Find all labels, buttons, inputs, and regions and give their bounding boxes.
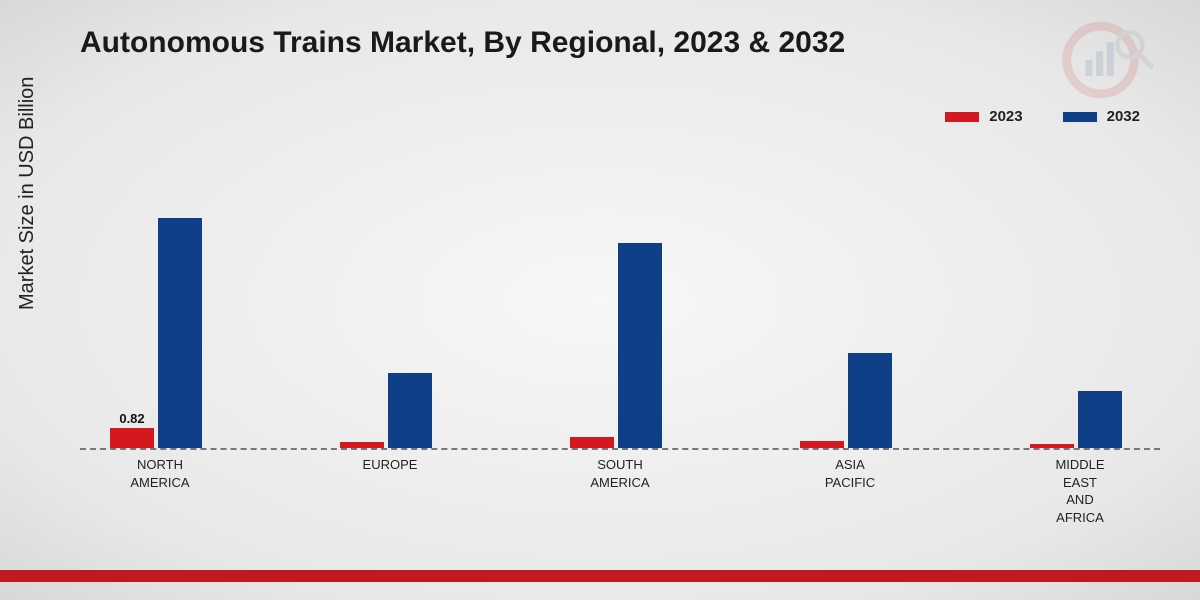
- bar-2023-europe: [340, 442, 384, 448]
- bar-2023-south_america: [570, 437, 614, 448]
- chart-title: Autonomous Trains Market, By Regional, 2…: [80, 26, 845, 60]
- legend-item-2032: 2032: [1063, 108, 1140, 125]
- plot-area: 0.82: [80, 150, 1160, 450]
- bar-2023-north_america: [110, 428, 154, 449]
- bar-2023-mea: [1030, 444, 1074, 448]
- logo-bar-2: [1096, 51, 1103, 76]
- magnifier-handle: [1139, 54, 1151, 66]
- watermark-logo: [1050, 20, 1160, 100]
- logo-bar-1: [1085, 60, 1092, 76]
- legend-label-2032: 2032: [1107, 108, 1140, 125]
- legend-swatch-2023: [945, 112, 979, 122]
- bar-value-label-north_america: 0.82: [102, 411, 162, 426]
- bar-2032-europe: [388, 373, 432, 448]
- bar-2032-south_america: [618, 243, 662, 448]
- bar-2032-asia_pacific: [848, 353, 892, 448]
- x-label-north_america: NORTHAMERICA: [80, 456, 240, 491]
- x-label-south_america: SOUTHAMERICA: [540, 456, 700, 491]
- footer-accent-bar: [0, 570, 1200, 582]
- bar-2032-north_america: [158, 218, 202, 448]
- x-label-asia_pacific: ASIAPACIFIC: [770, 456, 930, 491]
- bar-2032-mea: [1078, 391, 1122, 449]
- legend-swatch-2032: [1063, 112, 1097, 122]
- x-label-mea: MIDDLEEASTANDAFRICA: [1000, 456, 1160, 526]
- baseline: [80, 448, 1160, 450]
- y-axis-label: Market Size in USD Billion: [16, 77, 39, 310]
- legend-item-2023: 2023: [945, 108, 1022, 125]
- bar-2023-asia_pacific: [800, 441, 844, 449]
- legend-label-2023: 2023: [989, 108, 1022, 125]
- x-label-europe: EUROPE: [310, 456, 470, 474]
- legend: 2023 2032: [945, 108, 1140, 125]
- chart-canvas: Autonomous Trains Market, By Regional, 2…: [0, 0, 1200, 600]
- logo-bar-3: [1107, 42, 1114, 76]
